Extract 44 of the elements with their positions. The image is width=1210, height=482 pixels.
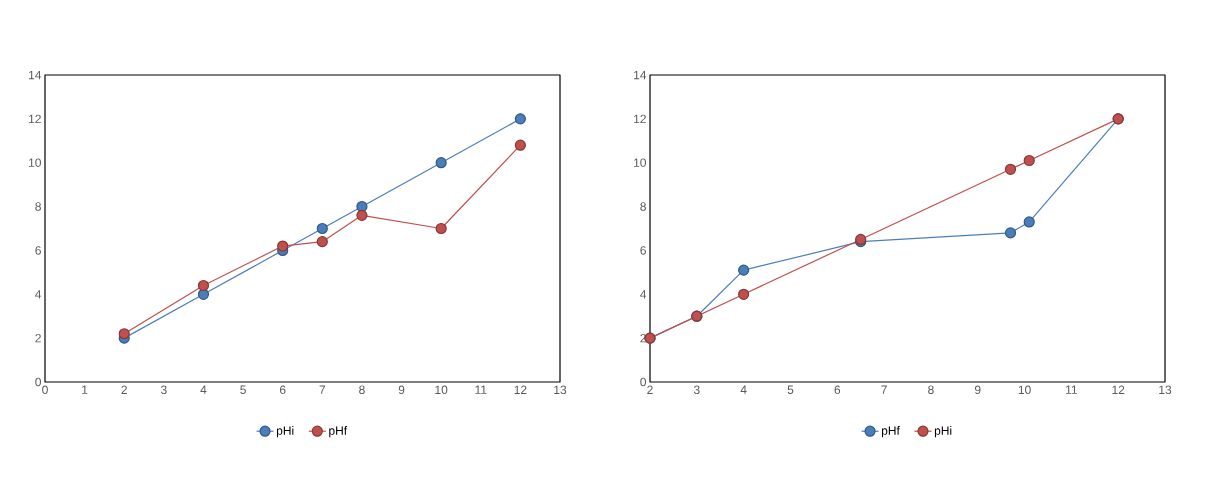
x-tick-label: 6 — [834, 385, 841, 395]
y-tick-label: 4 — [640, 290, 647, 299]
y-tick-label: 14 — [634, 70, 647, 80]
y-tick-label: 8 — [640, 202, 646, 211]
y-tick-label: 8 — [35, 202, 41, 211]
y-tick-label: 6 — [35, 246, 41, 255]
y-tick-label: 6 — [640, 246, 646, 255]
x-tick-label: 3 — [160, 385, 167, 395]
x-tick-label: 13 — [1159, 385, 1172, 395]
y-tick-label: 0 — [640, 377, 647, 387]
y-tick-label: 2 — [35, 333, 41, 343]
legend-label: pHi — [934, 426, 952, 438]
x-tick-label: 2 — [121, 385, 127, 394]
x-tick-label: 5 — [787, 385, 794, 394]
y-tick-label: 12 — [634, 114, 646, 124]
y-tick-label: 10 — [634, 158, 647, 167]
y-tick-label: 4 — [35, 290, 42, 299]
y-tick-label: 0 — [35, 377, 41, 387]
x-tick-label: 7 — [319, 385, 326, 394]
x-tick-label: 13 — [554, 385, 567, 395]
x-tick-label: 5 — [240, 385, 246, 394]
x-tick-label: 11 — [475, 385, 487, 394]
legend-label: pHi — [276, 426, 294, 438]
x-tick-label: 12 — [1112, 385, 1125, 394]
x-tick-label: 10 — [1018, 385, 1031, 395]
x-tick-label: 11 — [1066, 385, 1078, 394]
x-tick-label: 4 — [740, 385, 747, 394]
x-tick-label: 8 — [359, 385, 365, 395]
x-tick-label: 7 — [881, 385, 887, 394]
legend-label: pHf — [881, 426, 900, 438]
x-tick-label: 10 — [435, 385, 448, 395]
legend-label: pHf — [329, 426, 348, 438]
x-tick-label: 8 — [928, 385, 934, 395]
x-tick-label: 9 — [974, 385, 981, 395]
y-tick-label: 12 — [29, 114, 41, 124]
x-tick-label: 1 — [82, 385, 88, 394]
y-tick-label: 14 — [29, 70, 42, 80]
x-tick-label: 12 — [514, 385, 527, 394]
x-tick-label: 4 — [200, 385, 207, 394]
x-tick-label: 6 — [279, 385, 286, 395]
x-tick-label: 9 — [398, 385, 405, 395]
x-tick-label: 2 — [647, 385, 653, 394]
x-tick-label: 3 — [693, 385, 700, 395]
y-tick-label: 10 — [29, 158, 41, 167]
